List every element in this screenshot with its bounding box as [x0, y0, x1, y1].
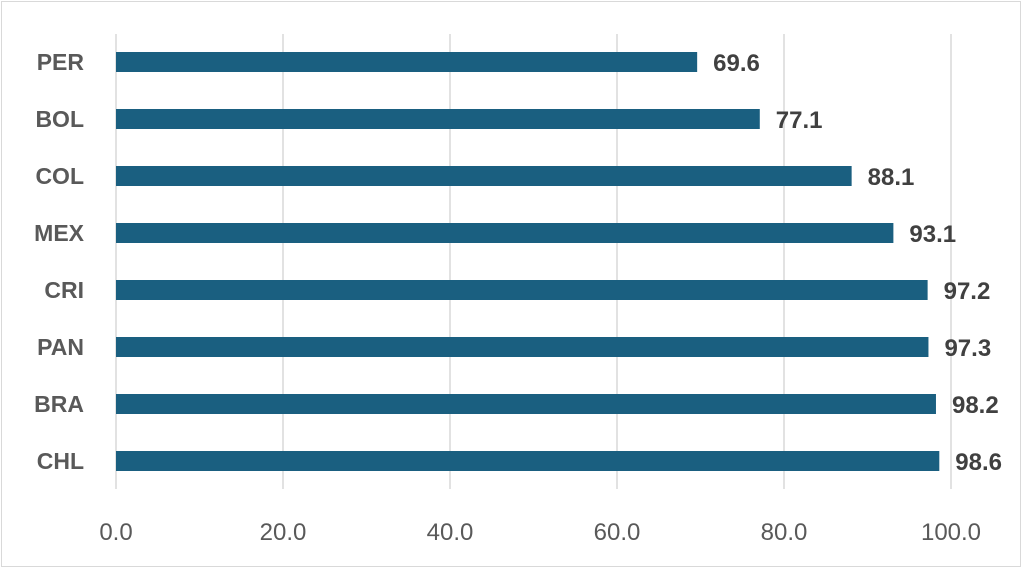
x-tick-label: 40.0 — [427, 519, 474, 546]
bar — [116, 451, 940, 471]
data-label: 88.1 — [868, 164, 915, 191]
data-label: 77.1 — [776, 107, 823, 134]
category-label: BRA — [34, 391, 84, 417]
data-label: 93.1 — [909, 221, 956, 248]
category-label: PAN — [37, 334, 84, 360]
x-tick-label: 100.0 — [921, 519, 981, 546]
data-label: 97.3 — [944, 335, 991, 362]
bar — [116, 52, 698, 72]
bar — [116, 280, 928, 300]
x-tick-label: 20.0 — [260, 519, 307, 546]
data-label: 97.2 — [944, 278, 991, 305]
category-label: BOL — [35, 106, 84, 132]
category-label: MEX — [34, 220, 85, 246]
data-label: 69.6 — [713, 50, 760, 77]
bar — [116, 394, 936, 414]
category-label: COL — [35, 163, 84, 189]
x-tick-label: 0.0 — [99, 519, 132, 546]
bar — [116, 337, 929, 357]
data-label: 98.6 — [955, 449, 1002, 476]
bar — [116, 223, 894, 243]
category-label: PER — [37, 49, 85, 75]
x-tick-label: 60.0 — [594, 519, 641, 546]
bar — [116, 109, 760, 129]
bar — [116, 166, 852, 186]
data-label: 98.2 — [952, 392, 999, 419]
category-label: CHL — [37, 448, 84, 474]
x-tick-label: 80.0 — [761, 519, 808, 546]
category-label: CRI — [44, 277, 84, 303]
